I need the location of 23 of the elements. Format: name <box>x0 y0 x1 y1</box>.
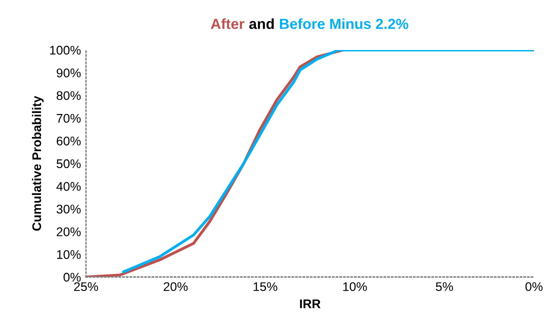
x-tick-label: 5% <box>436 282 453 292</box>
x-tick-label: 20% <box>164 282 188 292</box>
y-tick-label: 20% <box>56 227 81 236</box>
x-tick-label: 25% <box>74 282 98 292</box>
y-tick-label: 50% <box>56 159 81 168</box>
x-tick-label: 10% <box>343 282 367 292</box>
y-tick-label: 100% <box>50 46 81 55</box>
y-tick-label: 80% <box>56 91 81 100</box>
y-tick-label: 70% <box>56 114 81 123</box>
y-tick-label: 60% <box>56 136 81 146</box>
y-tick-label: 30% <box>56 204 81 214</box>
text: After <box>210 18 244 30</box>
y-axis-title: Cumulative Probability <box>32 96 44 231</box>
y-tick-label: 10% <box>57 250 81 259</box>
y-tick-label: 90% <box>56 68 81 78</box>
y-tick-label: 0% <box>64 272 81 282</box>
series-label: Before Minus 2.2% <box>280 18 408 30</box>
x-tick-label: 15% <box>254 282 278 292</box>
x-axis-title: IRR <box>300 300 321 308</box>
chart-title: and <box>249 18 274 30</box>
line-series <box>122 50 534 274</box>
y-tick-label: 40% <box>56 182 81 191</box>
x-tick-label: 0% <box>525 282 543 292</box>
